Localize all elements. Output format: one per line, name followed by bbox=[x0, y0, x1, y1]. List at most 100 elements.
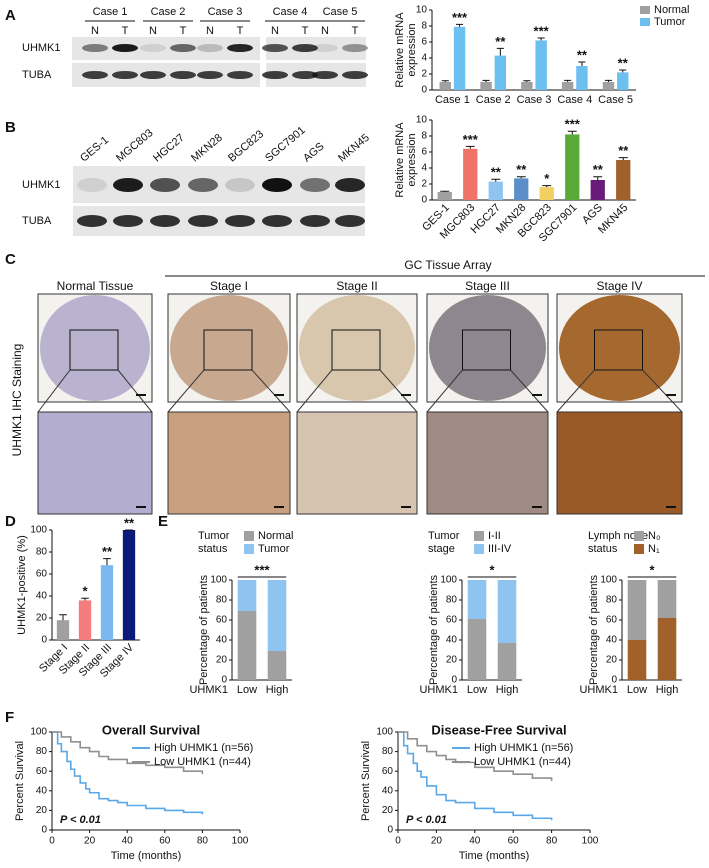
survival-line bbox=[52, 731, 204, 815]
ihc-zoom bbox=[167, 411, 291, 515]
y-tick-label: 60 bbox=[446, 615, 458, 626]
case-label: Case 1 bbox=[93, 6, 128, 18]
y-tick-label: 100 bbox=[600, 575, 617, 586]
error-bar bbox=[455, 23, 464, 27]
y-tick-label: 100 bbox=[376, 727, 393, 738]
x-tick-label: Low bbox=[237, 684, 257, 696]
error-bar bbox=[578, 61, 586, 66]
band bbox=[113, 178, 143, 192]
side-label: UHMK1 IHC Staining bbox=[10, 344, 24, 457]
error-bar bbox=[81, 597, 89, 601]
band bbox=[292, 44, 318, 52]
significance: ** bbox=[491, 165, 502, 180]
band bbox=[227, 44, 253, 52]
y-tick-label: 40 bbox=[36, 591, 48, 602]
significance: * bbox=[649, 562, 655, 577]
x-tick-label: Low bbox=[627, 684, 647, 696]
y-axis-label: Relative mRNA bbox=[394, 122, 406, 198]
bar bbox=[602, 82, 615, 90]
row-label: TUBA bbox=[22, 69, 52, 81]
x-tick-label: Low bbox=[467, 684, 487, 696]
band bbox=[225, 215, 255, 227]
legend-label: Normal bbox=[258, 530, 293, 542]
legend-swatch bbox=[640, 6, 650, 14]
significance: ** bbox=[124, 515, 135, 530]
annotation: P < 0.01 bbox=[406, 814, 447, 826]
band bbox=[312, 71, 338, 79]
x-tick-label: 80 bbox=[546, 836, 558, 847]
x-tick-label: 80 bbox=[197, 836, 209, 847]
row-label: TUBA bbox=[22, 215, 52, 227]
x-tick-label: Case 5 bbox=[598, 94, 633, 106]
panel-label: A bbox=[5, 7, 16, 24]
column-label: Stage IV bbox=[596, 279, 642, 293]
bar bbox=[521, 82, 533, 90]
legend-title: status bbox=[198, 543, 228, 555]
band bbox=[342, 44, 368, 52]
error-bar bbox=[537, 37, 545, 41]
legend-label: N₀ bbox=[648, 530, 661, 542]
band bbox=[188, 178, 218, 192]
y-tick-label: 40 bbox=[36, 785, 48, 796]
survival-line bbox=[398, 731, 553, 781]
legend-swatch bbox=[474, 531, 484, 541]
band bbox=[335, 178, 365, 192]
y-axis-label: Relative mRNA bbox=[394, 12, 406, 88]
band bbox=[150, 178, 180, 192]
y-tick-label: 40 bbox=[446, 635, 458, 646]
case-label: Case 4 bbox=[273, 6, 308, 18]
band bbox=[262, 215, 292, 227]
y-tick-label: 4 bbox=[421, 53, 427, 64]
legend-label: Tumor bbox=[258, 543, 290, 555]
legend-swatch bbox=[634, 544, 644, 554]
significance: ** bbox=[618, 143, 629, 158]
legend-label: High UHMK1 (n=56) bbox=[154, 742, 253, 754]
y-axis-label: Percentage of patients bbox=[588, 574, 600, 685]
y-tick-label: 0 bbox=[421, 85, 427, 96]
cell-line-label: MKN28 bbox=[189, 132, 225, 165]
y-tick-label: 80 bbox=[606, 595, 618, 606]
zoom-line bbox=[642, 369, 683, 413]
band bbox=[292, 71, 318, 79]
y-tick-label: 40 bbox=[216, 635, 228, 646]
y-tick-label: 0 bbox=[221, 675, 227, 686]
y-tick-label: 60 bbox=[36, 766, 48, 777]
y-tick-label: 20 bbox=[382, 805, 394, 816]
band bbox=[140, 44, 166, 52]
y-axis-label: Percent Survival bbox=[14, 741, 26, 821]
legend-title: Tumor bbox=[198, 530, 230, 542]
ihc-zoom bbox=[296, 411, 418, 515]
survival-line bbox=[398, 731, 553, 821]
x-axis-label: UHMK1 bbox=[419, 684, 458, 696]
x-tick-label: Case 1 bbox=[435, 94, 470, 106]
y-tick-label: 60 bbox=[216, 615, 228, 626]
bar bbox=[453, 26, 466, 90]
y-tick-label: 20 bbox=[216, 655, 228, 666]
bar bbox=[122, 530, 136, 640]
y-tick-label: 10 bbox=[416, 115, 428, 126]
lane-label: T bbox=[180, 25, 187, 37]
error-bar bbox=[482, 79, 490, 82]
inset-box bbox=[331, 329, 381, 371]
cell-line-label: AGS bbox=[301, 140, 327, 164]
band bbox=[170, 71, 196, 79]
y-tick-label: 6 bbox=[421, 37, 427, 48]
error-bar bbox=[103, 558, 111, 566]
bar-segment bbox=[657, 618, 677, 680]
bar-segment bbox=[467, 619, 487, 680]
bar-segment bbox=[467, 580, 487, 619]
y-tick-label: 20 bbox=[36, 805, 48, 816]
bar bbox=[494, 55, 507, 90]
bar bbox=[535, 40, 547, 90]
band bbox=[150, 215, 180, 227]
bar bbox=[78, 600, 92, 640]
ihc-zoom bbox=[556, 411, 683, 515]
error-bar bbox=[567, 130, 577, 135]
x-tick-label: 60 bbox=[159, 836, 171, 847]
y-tick-label: 80 bbox=[446, 595, 458, 606]
lane-label: N bbox=[321, 25, 329, 37]
lane-label: T bbox=[237, 25, 244, 37]
bar-segment bbox=[497, 643, 517, 680]
ihc-core bbox=[170, 295, 288, 401]
bar-segment bbox=[627, 580, 647, 640]
